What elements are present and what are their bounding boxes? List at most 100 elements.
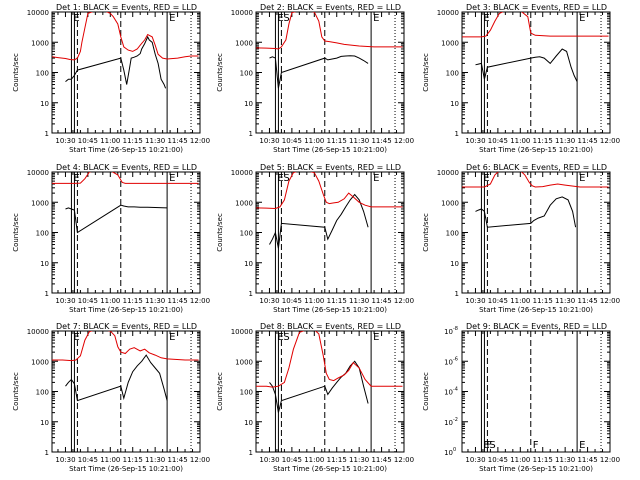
time-marker-label: F [533, 440, 539, 451]
x-tick-label: 10:45 [282, 297, 302, 305]
y-axis-label: Counts/sec [216, 53, 224, 92]
y-tick-label: 10 [244, 260, 253, 268]
detector-panel-6: 1 10 100 1000 10000 10:30 10:45 11:00 11:15 11:30… [422, 163, 620, 314]
x-tick-label: 11:30 [145, 297, 165, 305]
series-group [52, 172, 199, 234]
x-tick-label: 11:45 [577, 297, 597, 305]
time-marker-label: E [277, 13, 283, 24]
y-axis-label: Counts/sec [216, 372, 224, 411]
x-tick-label: 10:30 [55, 297, 75, 305]
x-tick-label: 12:00 [600, 456, 620, 464]
time-marker-label: E [73, 332, 79, 343]
x-axis-label: Start Time (26-Sep-15 10:21:00) [479, 465, 593, 473]
x-tick-label: 11:15 [533, 297, 553, 305]
y-tick-label: 10 -8 [444, 326, 458, 336]
time-marker-label: S [283, 173, 289, 184]
y-tick-label: 10000 [437, 9, 459, 17]
y-tick-label: 1 [45, 449, 49, 457]
x-tick-label: 10:30 [259, 137, 279, 145]
x-tick-label: 11:15 [533, 456, 553, 464]
x-tick-label: 10:45 [488, 456, 508, 464]
time-marker-label: E [169, 13, 175, 24]
series-group [462, 12, 609, 82]
x-tick-label: 12:00 [394, 137, 414, 145]
x-tick-label: 12:00 [394, 297, 414, 305]
x-tick-label: 11:45 [371, 297, 391, 305]
x-tick-label: 11:15 [533, 137, 553, 145]
y-tick-label-base: 10 [444, 328, 453, 336]
y-tick-label-exponent: -6 [453, 356, 458, 362]
events-rate-line [269, 193, 369, 249]
x-axis-label: Start Time (26-Sep-15 10:21:00) [69, 465, 183, 473]
time-marker-label: E [579, 13, 585, 24]
series-group [256, 331, 403, 413]
y-tick-label-exponent: -4 [453, 387, 458, 393]
x-tick-label: 11:45 [167, 137, 187, 145]
time-marker-label: E [73, 13, 79, 24]
y-tick-label: 1 [455, 290, 459, 298]
y-tick-label: 1000 [235, 199, 253, 207]
time-marker-label: E [579, 173, 585, 184]
events-rate-line [65, 204, 168, 234]
x-tick-label: 10:30 [259, 456, 279, 464]
y-tick-label: 100 [240, 230, 253, 238]
y-axis-label: Counts/sec [12, 53, 20, 92]
y-tick-label: 10 -6 [444, 356, 458, 366]
y-tick-label: 1 [249, 130, 253, 138]
x-tick-label: 11:15 [123, 297, 143, 305]
y-tick-label-base: 10 [444, 389, 453, 397]
x-axis-label: Start Time (26-Sep-15 10:21:00) [273, 465, 387, 473]
y-tick-label: 1000 [235, 39, 253, 47]
x-axis-label: Start Time (26-Sep-15 10:21:00) [273, 306, 387, 314]
time-marker-label: S [489, 440, 495, 451]
x-tick-label: 10:30 [465, 137, 485, 145]
lld-rate-line [256, 12, 403, 50]
detector-panel-1: 1 10 100 1000 10000 10:30 10:45 11:00 11:15 11:30… [12, 3, 210, 154]
events-rate-line [65, 354, 168, 402]
series-group [256, 12, 403, 89]
y-tick-label: 10000 [231, 328, 253, 336]
x-tick-label: 11:00 [510, 137, 530, 145]
events-rate-line [475, 48, 578, 82]
y-tick-label: 1000 [31, 39, 49, 47]
x-tick-label: 11:30 [555, 137, 575, 145]
y-axis-label: Counts/sec [12, 372, 20, 411]
series-group [52, 331, 199, 402]
x-axis-label: Start Time (26-Sep-15 10:21:00) [69, 146, 183, 154]
x-tick-label: 11:30 [145, 137, 165, 145]
x-axis-label: Start Time (26-Sep-15 10:21:00) [273, 146, 387, 154]
y-tick-label: 10000 [27, 169, 49, 177]
y-tick-label: 10 [450, 100, 459, 108]
events-rate-line [65, 35, 167, 89]
detector-panel-8: 1 10 100 1000 10000 10:30 10:45 11:00 11:15 11:30… [216, 322, 414, 473]
y-axis-label: Counts/sec [422, 372, 430, 411]
detector-panel-5: 1 10 100 1000 10000 10:30 10:45 11:00 11:15 11:30… [216, 163, 414, 314]
series-group [256, 172, 403, 249]
y-axis-label: Counts/sec [216, 213, 224, 252]
y-tick-label-exponent: -2 [453, 417, 458, 423]
lld-rate-line [256, 331, 403, 388]
x-tick-label: 11:00 [304, 137, 324, 145]
y-tick-label: 100 [446, 230, 459, 238]
detector-panel-2: 1 10 100 1000 10000 10:30 10:45 11:00 11:15 11:30… [216, 3, 414, 154]
lld-rate-line [462, 172, 609, 188]
x-tick-label: 11:30 [145, 456, 165, 464]
time-marker-label: E [277, 332, 283, 343]
time-marker-label: S [283, 13, 289, 24]
x-tick-label: 10:45 [282, 456, 302, 464]
x-tick-label: 10:30 [465, 297, 485, 305]
panel-title: Det 8: BLACK = Events, RED = LLD [260, 322, 401, 331]
time-marker-label: F [486, 440, 492, 451]
y-tick-label-base: 10 [444, 358, 453, 366]
x-tick-label: 12:00 [600, 297, 620, 305]
x-tick-label: 11:15 [327, 456, 347, 464]
x-tick-label: 11:30 [555, 297, 575, 305]
x-tick-label: 10:45 [78, 137, 98, 145]
y-tick-label: 1000 [441, 199, 459, 207]
panel-title: Det 9: BLACK = Events, RED = LLD [466, 322, 607, 331]
y-tick-label: 10000 [27, 328, 49, 336]
lld-rate-line [52, 172, 199, 184]
lld-rate-line [52, 12, 199, 61]
x-axis-label: Start Time (26-Sep-15 10:21:00) [479, 306, 593, 314]
